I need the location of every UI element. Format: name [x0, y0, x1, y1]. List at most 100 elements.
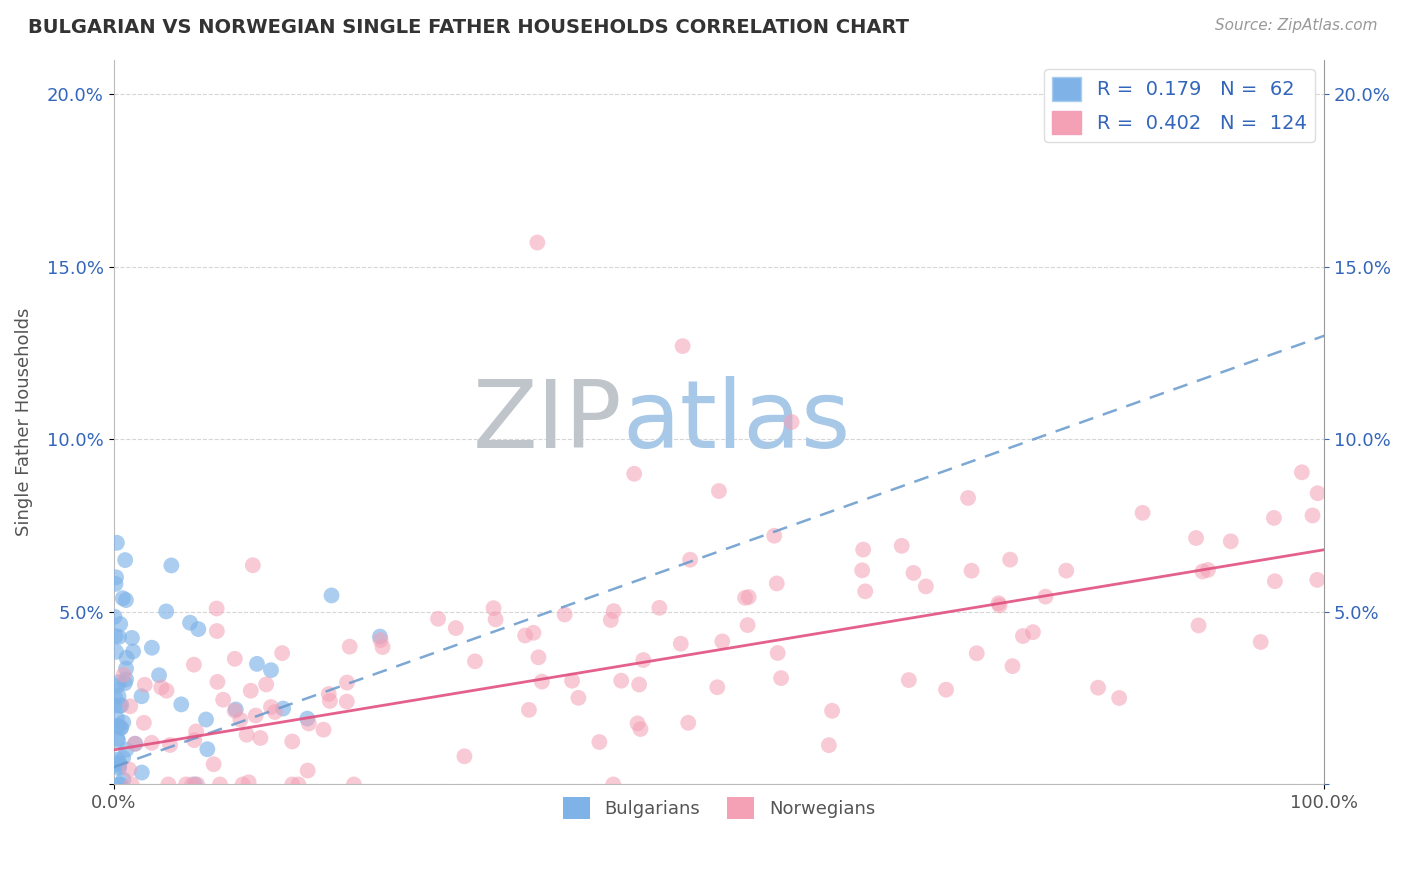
Point [1250, 635, 1272, 649]
Point [780, 415, 803, 429]
Point [599, 613, 621, 627]
Point [104, 689, 127, 703]
Point [110, 721, 132, 735]
Point [517, 703, 540, 717]
Point [179, 615, 201, 630]
Point [157, 777, 180, 791]
Point [105, 570, 128, 584]
Point [107, 752, 129, 766]
Point [115, 650, 138, 665]
Point [238, 775, 260, 789]
Point [114, 676, 136, 690]
Point [122, 644, 145, 658]
Point [105, 712, 128, 726]
Point [669, 637, 692, 651]
Point [184, 724, 207, 739]
Point [105, 536, 128, 550]
Point [1012, 629, 1035, 643]
Point [1185, 531, 1208, 545]
Point [155, 683, 177, 698]
Point [264, 705, 287, 719]
Point [1264, 574, 1286, 589]
Point [112, 715, 135, 730]
Point [181, 777, 204, 791]
Point [186, 777, 208, 791]
Point [287, 777, 309, 791]
Point [246, 657, 269, 671]
Point [115, 662, 138, 676]
Point [763, 529, 786, 543]
Point [484, 612, 506, 626]
Point [131, 765, 153, 780]
Point [281, 734, 304, 748]
Point [630, 722, 652, 736]
Point [1191, 565, 1213, 579]
Point [104, 577, 127, 591]
Point [957, 491, 980, 505]
Point [229, 713, 252, 727]
Point [103, 698, 125, 713]
Point [108, 630, 131, 644]
Point [212, 692, 235, 706]
Point [260, 663, 283, 677]
Point [170, 698, 193, 712]
Point [628, 677, 651, 691]
Point [202, 757, 225, 772]
Point [623, 467, 645, 481]
Point [554, 607, 576, 622]
Point [852, 542, 875, 557]
Point [678, 715, 700, 730]
Point [734, 591, 756, 605]
Point [225, 702, 247, 716]
Point [672, 339, 695, 353]
Point [821, 704, 844, 718]
Point [1187, 618, 1209, 632]
Point [115, 742, 138, 756]
Point [124, 737, 146, 751]
Point [281, 777, 304, 791]
Point [112, 667, 135, 681]
Point [174, 777, 197, 791]
Point [183, 733, 205, 747]
Point [482, 601, 505, 615]
Point [115, 593, 138, 607]
Point [765, 576, 787, 591]
Point [1054, 564, 1077, 578]
Point [108, 756, 131, 770]
Point [1306, 573, 1329, 587]
Point [207, 674, 229, 689]
Point [108, 698, 131, 713]
Point [110, 777, 132, 791]
Point [711, 634, 734, 648]
Point [108, 777, 131, 791]
Point [242, 558, 264, 573]
Point [1132, 506, 1154, 520]
Point [1001, 659, 1024, 673]
Point [183, 657, 205, 672]
Point [343, 777, 366, 791]
Point [1263, 511, 1285, 525]
Point [224, 704, 246, 718]
Point [526, 235, 548, 250]
Point [464, 654, 486, 668]
Point [118, 763, 141, 777]
Point [148, 668, 170, 682]
Point [935, 682, 957, 697]
Point [602, 604, 624, 618]
Point [254, 677, 277, 691]
Point [105, 731, 128, 746]
Point [121, 777, 143, 791]
Point [1306, 486, 1329, 500]
Point [141, 736, 163, 750]
Point [453, 749, 475, 764]
Text: Source: ZipAtlas.com: Source: ZipAtlas.com [1215, 18, 1378, 33]
Point [444, 621, 467, 635]
Text: atlas: atlas [621, 376, 851, 468]
Point [271, 646, 294, 660]
Point [1022, 625, 1045, 640]
Point [903, 566, 925, 580]
Point [132, 715, 155, 730]
Point [987, 596, 1010, 610]
Point [321, 589, 343, 603]
Point [770, 671, 793, 685]
